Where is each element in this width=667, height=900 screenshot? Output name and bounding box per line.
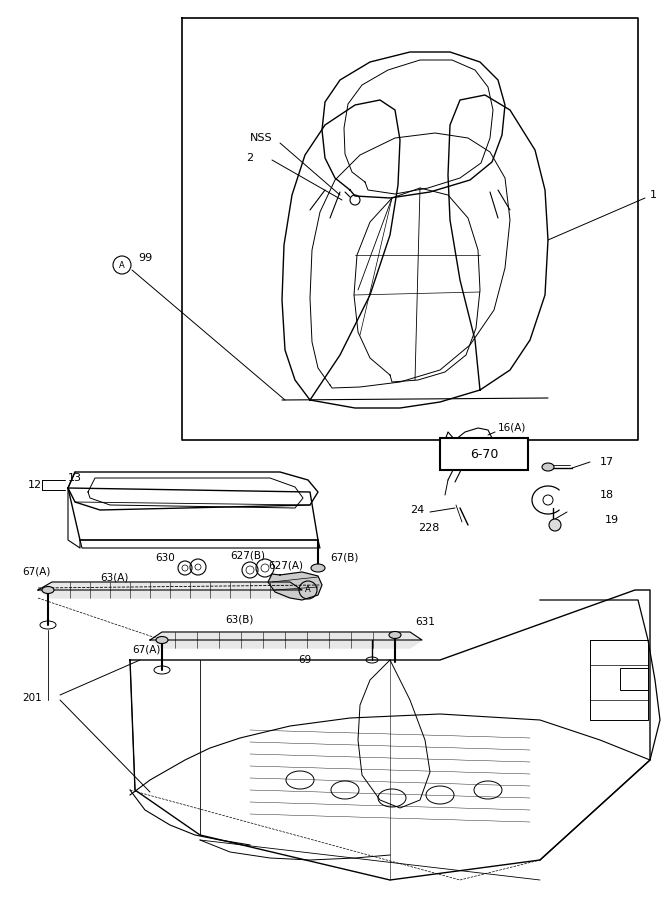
Text: 16(A): 16(A): [498, 423, 526, 433]
Text: NSS: NSS: [250, 133, 273, 143]
Text: 67(A): 67(A): [22, 567, 51, 577]
Bar: [440, 438, 528, 470]
Text: 19: 19: [605, 515, 619, 525]
Ellipse shape: [156, 636, 168, 644]
Text: 627(B): 627(B): [230, 550, 265, 560]
Text: 69: 69: [298, 655, 311, 665]
Text: 18: 18: [600, 490, 614, 500]
Text: 13: 13: [68, 473, 82, 483]
Polygon shape: [38, 582, 302, 598]
Text: 63(A): 63(A): [100, 573, 128, 583]
Polygon shape: [150, 632, 422, 648]
Circle shape: [549, 519, 561, 531]
Text: 99: 99: [138, 253, 152, 263]
Text: 201: 201: [22, 693, 42, 703]
Text: 630: 630: [155, 553, 175, 563]
Text: 6-70: 6-70: [470, 447, 498, 461]
Bar: [620, 668, 648, 690]
Text: 67(A): 67(A): [132, 645, 160, 655]
Polygon shape: [268, 572, 322, 600]
Ellipse shape: [389, 632, 401, 638]
Text: 1: 1: [650, 190, 657, 200]
Ellipse shape: [542, 463, 554, 471]
Text: 627(A): 627(A): [268, 560, 303, 570]
Text: 67(B): 67(B): [330, 552, 358, 562]
Text: 24: 24: [410, 505, 424, 515]
Text: A: A: [305, 586, 311, 595]
Text: 12: 12: [28, 480, 42, 490]
Text: A: A: [119, 260, 125, 269]
Text: 228: 228: [418, 523, 440, 533]
Ellipse shape: [42, 587, 54, 593]
Ellipse shape: [311, 564, 325, 572]
Text: 2: 2: [246, 153, 253, 163]
Text: 17: 17: [600, 457, 614, 467]
Text: 63(B): 63(B): [225, 615, 253, 625]
Text: 631: 631: [415, 617, 435, 627]
